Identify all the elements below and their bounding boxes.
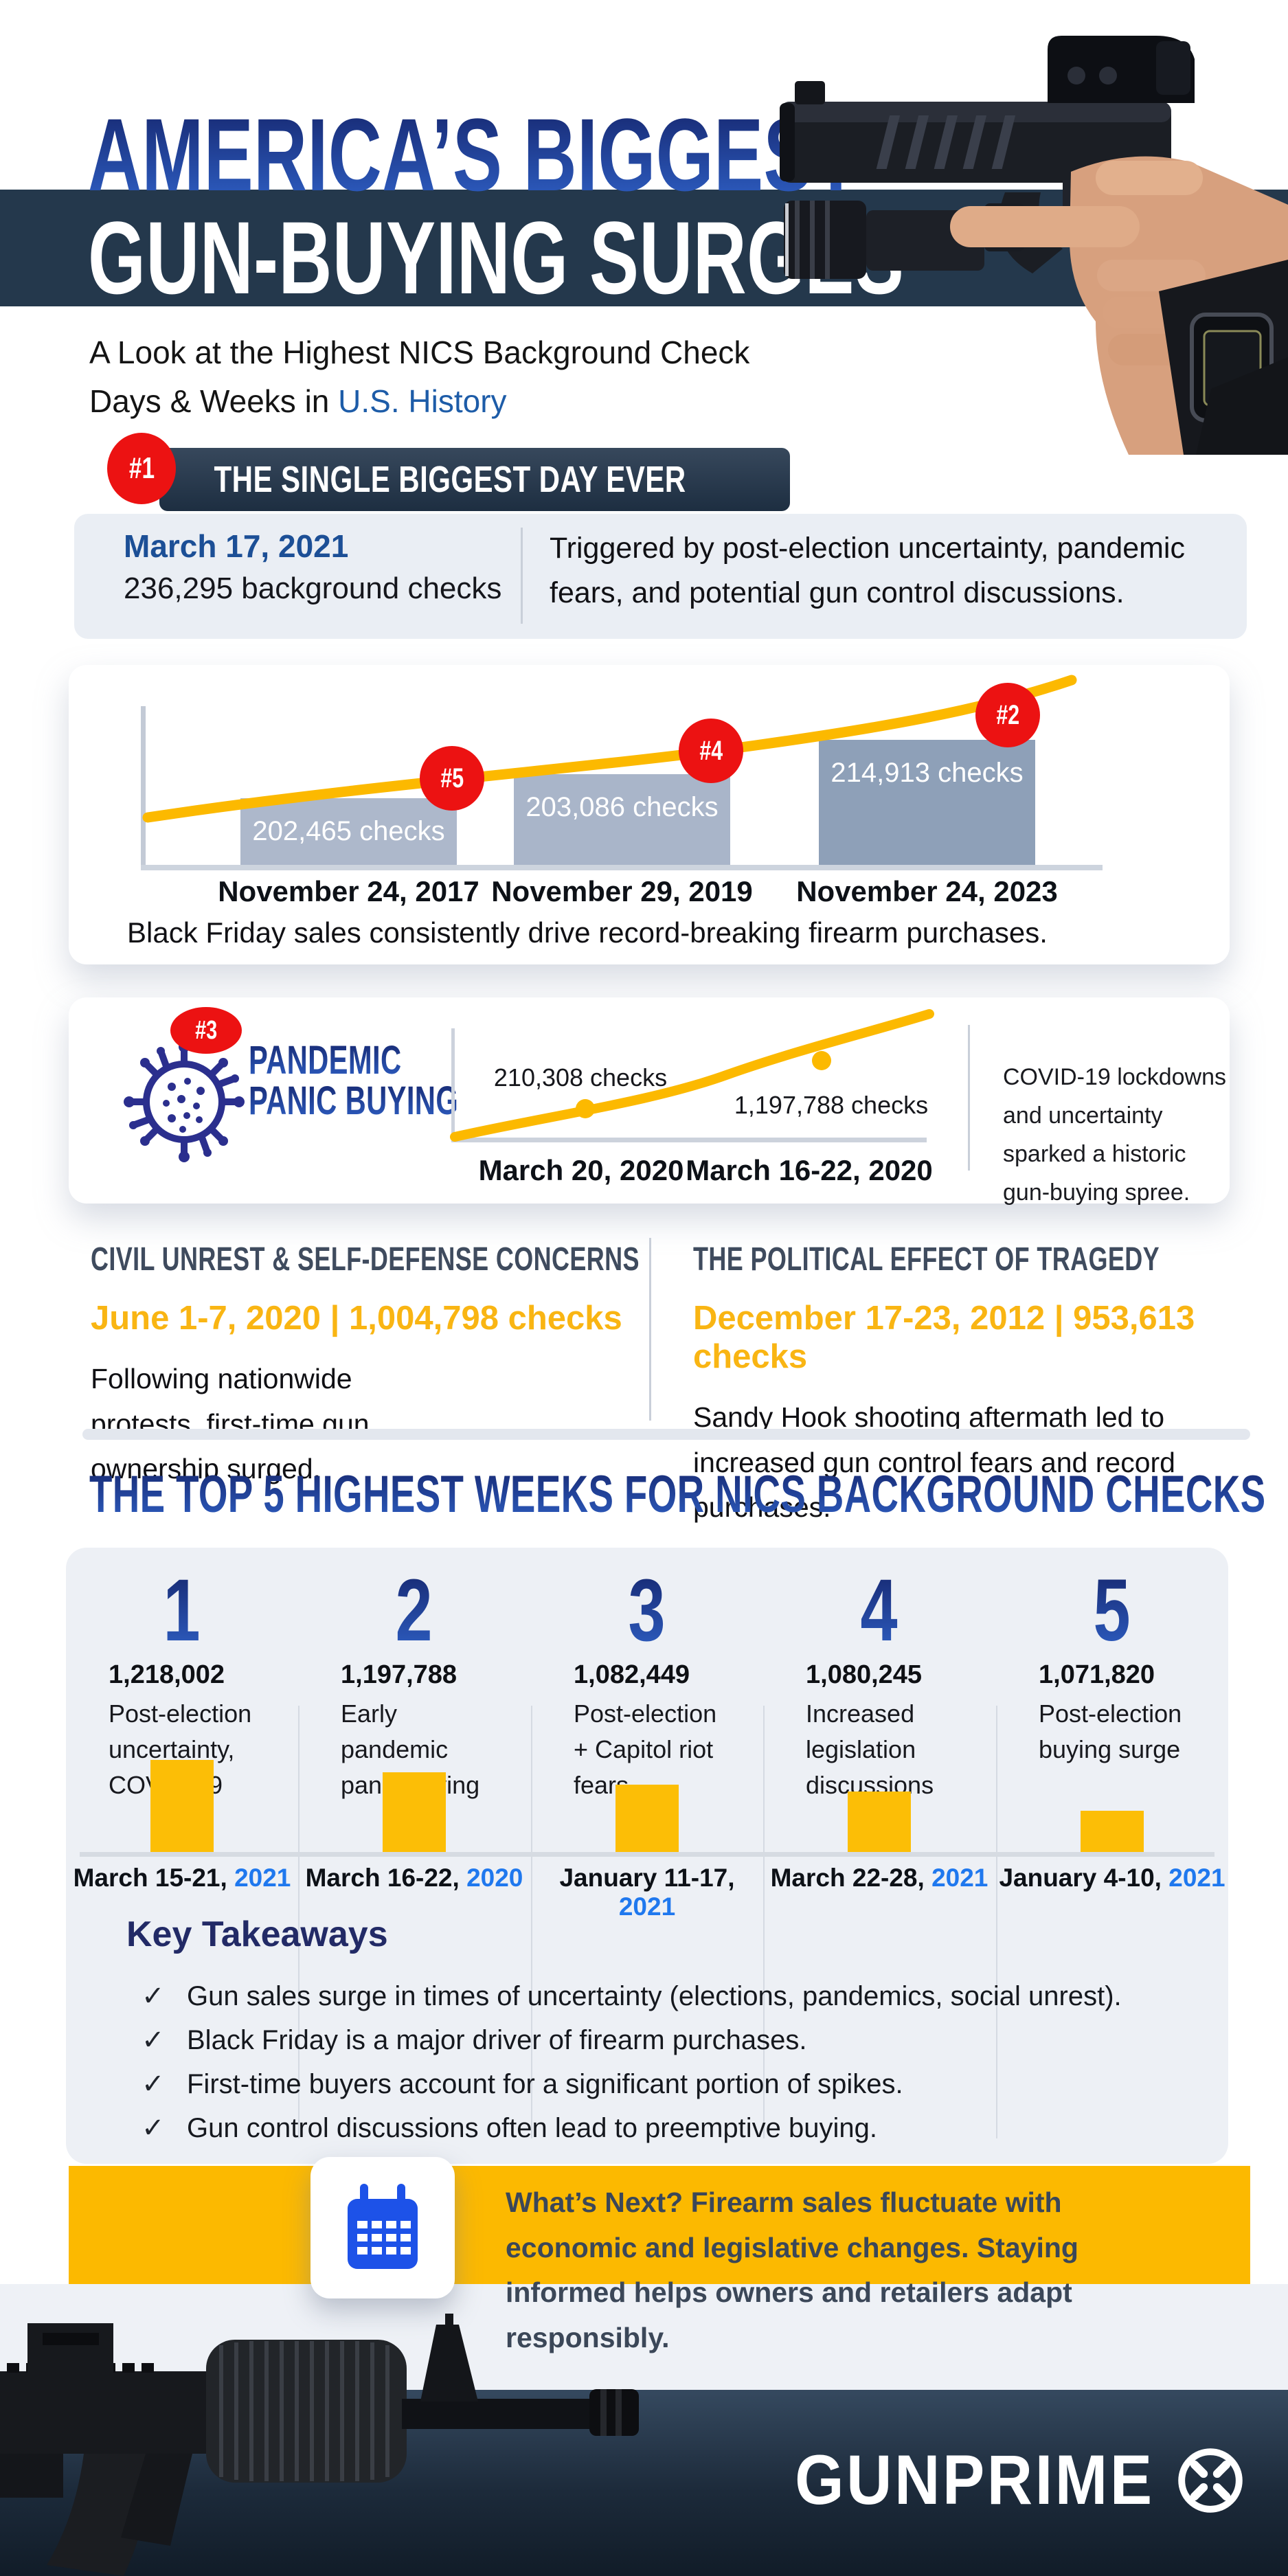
top5-bar-1 bbox=[150, 1760, 214, 1853]
top5-bar-5 bbox=[1081, 1811, 1144, 1853]
brand-name: GUNPRIME bbox=[795, 2441, 1155, 2519]
virus-icon bbox=[124, 1041, 245, 1162]
pandemic-description: COVID-19 lockdowns and uncertainty spark… bbox=[1003, 1064, 1227, 1206]
top5-item-4: 4 1,080,245 Increased legislation discus… bbox=[770, 1561, 988, 1893]
bf-bar-2019: 203,086 checks bbox=[514, 774, 730, 865]
bf-y-axis bbox=[141, 706, 146, 870]
pandemic-point1-date: March 20, 2020 bbox=[478, 1154, 684, 1186]
brand-crosshair-icon bbox=[1178, 2448, 1243, 2513]
rank-1-badge: #1 bbox=[107, 433, 176, 504]
bf-bar-2017: 202,465 checks bbox=[240, 798, 457, 865]
section1-divider bbox=[521, 528, 523, 624]
pandemic-title: PANDEMIC PANIC BUYING bbox=[249, 1038, 459, 1124]
pistol-photo-illustration bbox=[780, 36, 1288, 455]
pandemic-divider bbox=[968, 1025, 970, 1171]
calendar-card bbox=[310, 2157, 455, 2298]
check-icon: ✓ bbox=[142, 2069, 165, 2099]
event-civil-unrest-stat: June 1-7, 2020 | 1,004,798 checks bbox=[91, 1300, 622, 1337]
check-icon: ✓ bbox=[142, 1981, 165, 2011]
events-divider bbox=[649, 1238, 651, 1421]
section1-description: Triggered by post-election uncertainty, … bbox=[550, 532, 1185, 609]
rank-5-badge: #5 bbox=[420, 746, 484, 811]
check-icon: ✓ bbox=[142, 2113, 165, 2143]
brand-logo: GUNPRIME bbox=[755, 2440, 1248, 2520]
top5-item-3: 3 1,082,449 Post-election + Capitol riot… bbox=[559, 1561, 735, 1921]
takeaway-item: ✓ Gun control discussions often lead to p… bbox=[142, 2113, 878, 2143]
section1-card: March 17, 2021 236,295 background checks… bbox=[74, 514, 1247, 639]
top5-item-2: 2 1,197,788 Early pandemic panic buying … bbox=[305, 1561, 523, 1893]
pandemic-y-axis bbox=[451, 1028, 455, 1142]
section1-date: March 17, 2021 bbox=[124, 528, 349, 564]
bf-caption: Black Friday sales consistently drive re… bbox=[127, 916, 1048, 949]
pandemic-point2-date: March 16-22, 2020 bbox=[686, 1154, 933, 1186]
top5-bar-3 bbox=[615, 1785, 679, 1853]
top5-item-5: 5 1,071,820 Post-election buying surge J… bbox=[999, 1561, 1225, 1893]
top5-divider bbox=[531, 1706, 532, 2138]
bf-date-2017: November 24, 2017 bbox=[218, 875, 479, 907]
takeaway-item: ✓ Gun sales surge in times of uncertainty… bbox=[142, 1981, 1122, 2011]
event-sandy-hook: THE POLITICAL EFFECT OF TRAGEDY December… bbox=[693, 1241, 1243, 1530]
takeaway-item: ✓ Black Friday is a major driver of firea… bbox=[142, 2025, 807, 2055]
event-civil-unrest: CIVIL UNREST & SELF-DEFENSE CONCERNS Jun… bbox=[91, 1241, 640, 1492]
event-sandy-hook-stat: December 17-23, 2012 | 953,613 checks bbox=[693, 1300, 1195, 1375]
top5-divider bbox=[763, 1706, 765, 2138]
key-takeaways-title: Key Takeaways bbox=[126, 1914, 388, 1954]
pandemic-trend-line bbox=[450, 1009, 934, 1142]
top5-bar-2 bbox=[383, 1772, 446, 1853]
pandemic-x-axis bbox=[451, 1138, 927, 1142]
rank-3-badge: #3 bbox=[170, 1007, 242, 1054]
bf-x-axis bbox=[141, 865, 1103, 870]
top5-bar-4 bbox=[848, 1792, 911, 1853]
pandemic-point2-label: 1,197,788 checks bbox=[734, 1091, 929, 1119]
top5-item-1: 1 1,218,002 Post-election uncertainty, C… bbox=[73, 1561, 291, 1893]
page-title-line2: GUN-BUYING SURGES bbox=[88, 200, 905, 315]
event-sandy-hook-description: Sandy Hook shooting aftermath led to inc… bbox=[693, 1401, 1175, 1523]
top5-title: THE TOP 5 HIGHEST WEEKS FOR NICS BACKGRO… bbox=[89, 1465, 1266, 1524]
subtitle-highlight: U.S. History bbox=[338, 383, 507, 420]
rank-4-badge: #4 bbox=[679, 719, 743, 783]
rifle-photo-illustration bbox=[0, 2314, 639, 2576]
top5-divider bbox=[996, 1706, 997, 2138]
section1-header-bar: THE SINGLE BIGGEST DAY EVER bbox=[159, 448, 790, 511]
section-divider-band bbox=[82, 1429, 1250, 1440]
rank-2-badge: #2 bbox=[975, 683, 1040, 747]
bf-date-2019: November 29, 2019 bbox=[491, 875, 753, 907]
whats-next-banner bbox=[69, 2166, 1250, 2284]
top5-baseline bbox=[80, 1852, 1214, 1857]
pandemic-card: #3 PANDEMIC PANIC BUYING 210,308 checks … bbox=[69, 997, 1230, 1206]
whats-next-text: What’s Next? Firearm sales fluctuate wit… bbox=[506, 2187, 1078, 2353]
top5-divider bbox=[298, 1706, 300, 2138]
pandemic-point1-label: 210,308 checks bbox=[493, 1063, 668, 1092]
takeaway-item: ✓ First-time buyers account for a signifi… bbox=[142, 2069, 903, 2099]
page-title-line1: AMERICA’S BIGGEST bbox=[88, 97, 859, 212]
bf-bar-2023: 214,913 checks bbox=[819, 740, 1035, 865]
bf-date-2023: November 24, 2023 bbox=[796, 875, 1058, 907]
calendar-icon bbox=[348, 2184, 418, 2269]
check-icon: ✓ bbox=[142, 2025, 165, 2055]
page-subtitle: A Look at the Highest NICS Background Ch… bbox=[89, 335, 750, 420]
black-friday-chart-card: 202,465 checks 203,086 checks 214,913 ch… bbox=[69, 665, 1230, 964]
top5-card: 1 1,218,002 Post-election uncertainty, C… bbox=[66, 1548, 1228, 2164]
section1-stat: 236,295 background checks bbox=[124, 572, 502, 605]
